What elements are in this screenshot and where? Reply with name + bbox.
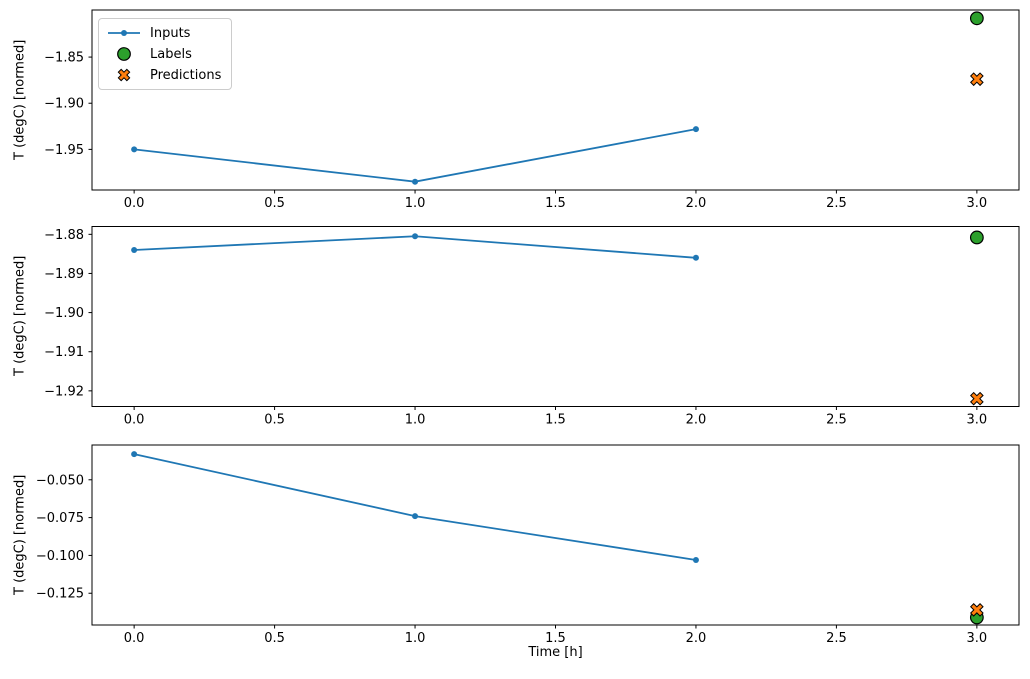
labels-marker (969, 230, 984, 245)
y-tick-label: −0.125 (36, 587, 84, 602)
legend-label-inputs: Inputs (150, 25, 191, 41)
x-tick-label: 1.0 (405, 413, 426, 428)
inputs-marker (412, 233, 419, 240)
subplot-1: 0.0 0.5 1.0 1.5 2.0 2.5 3.0 −1.85 −1.90 −1.95 (44, 9, 1020, 211)
y-axis-label-subplot-3: T (degC) [normed] (12, 474, 28, 596)
y-tick-label: −1.85 (44, 51, 84, 66)
inputs-marker (131, 246, 138, 253)
inputs-line-dot-icon (107, 25, 141, 41)
predictions-marker (970, 391, 984, 406)
y-tick-label: −1.89 (44, 267, 84, 282)
y-axis-label-subplot-2: T (degC) [normed] (12, 255, 28, 377)
x-tick-label: 2.0 (686, 196, 707, 211)
inputs-marker (131, 146, 138, 153)
axes-frame (91, 226, 1020, 407)
x-tick-label: 1.5 (545, 413, 566, 428)
x-tick-label: 1.0 (405, 631, 426, 646)
y-tick-label: −1.88 (44, 228, 84, 243)
x-tick-label: 0.0 (124, 413, 145, 428)
inputs-line (134, 128, 697, 183)
legend-label-labels: Labels (150, 46, 192, 62)
axes-frame (91, 9, 1020, 191)
y-tick-label: −1.95 (44, 143, 84, 158)
y-axis-label-subplot-1: T (degC) [normed] (12, 39, 28, 161)
legend-item-inputs: Inputs (107, 24, 221, 42)
x-tick-label: 2.0 (686, 631, 707, 646)
x-tick-label: 2.5 (826, 413, 847, 428)
inputs-marker (131, 451, 138, 458)
x-tick-label: 3.0 (967, 413, 988, 428)
labels-circle-glyph (117, 47, 131, 61)
x-tick-label: 3.0 (967, 196, 988, 211)
x-tick-label: 3.0 (967, 631, 988, 646)
inputs-marker (692, 254, 699, 261)
x-tick-label: 2.5 (826, 196, 847, 211)
predictions-x-icon (107, 67, 141, 83)
subplot-2: 0.0 0.5 1.0 1.5 2.0 2.5 3.0 −1.88 −1.89 −1.90 −1.9… (44, 226, 1020, 428)
predictions-marker (970, 72, 984, 87)
legend-item-predictions: Predictions (107, 66, 221, 84)
y-tick-label: −0.050 (36, 473, 84, 488)
legend: Inputs Labels Predictions (98, 18, 233, 90)
x-tick-label: 2.5 (826, 631, 847, 646)
inputs-line (134, 235, 697, 259)
y-tick-label: −0.100 (36, 549, 84, 564)
x-tick-label: 2.0 (686, 413, 707, 428)
x-tick-label: 0.5 (264, 196, 285, 211)
inputs-line (133, 453, 697, 561)
inputs-marker (412, 513, 419, 520)
y-tick-label: −1.91 (44, 345, 84, 360)
inputs-marker (692, 556, 699, 563)
x-axis-label: Time [h] (528, 645, 583, 660)
axes-frame (91, 444, 1020, 626)
x-tick-label: 0.0 (124, 631, 145, 646)
inputs-marker (412, 178, 419, 185)
y-tick-label: −0.075 (36, 511, 84, 526)
inputs-marker (692, 126, 699, 133)
x-tick-label: 1.5 (545, 196, 566, 211)
predictions-marker (970, 603, 984, 617)
x-tick-label: 0.5 (264, 631, 285, 646)
x-tick-label: 0.0 (124, 196, 145, 211)
predictions-x-glyph (117, 68, 131, 82)
labels-circle-icon (107, 46, 141, 62)
legend-item-labels: Labels (107, 45, 221, 63)
y-tick-label: −1.90 (44, 306, 84, 321)
x-tick-label: 1.0 (405, 196, 426, 211)
y-tick-label: −1.92 (44, 384, 84, 399)
x-tick-label: 0.5 (264, 413, 285, 428)
y-tick-label: −1.90 (44, 97, 84, 112)
labels-marker (969, 11, 984, 26)
inputs-dot-glyph (121, 30, 127, 36)
legend-label-predictions: Predictions (150, 67, 222, 83)
subplot-3: 0.0 0.5 1.0 1.5 2.0 2.5 3.0 −0.050 −0.075 −0.100 −… (36, 444, 1020, 646)
x-tick-label: 1.5 (545, 631, 566, 646)
